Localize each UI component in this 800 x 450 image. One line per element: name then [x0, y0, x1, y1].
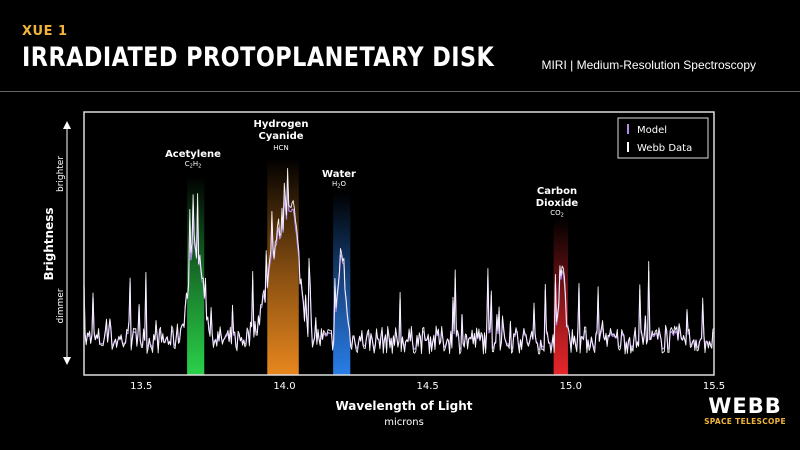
y-low-label: dimmer	[56, 288, 66, 323]
brand-subtitle: SPACE TELESCOPE	[704, 417, 786, 426]
legend-label-webb-data: Webb Data	[637, 143, 692, 154]
label-hcn-line2: Cyanide	[258, 131, 303, 142]
y-high-label: brighter	[56, 156, 66, 192]
x-tick-label: 15.0	[560, 381, 582, 392]
label-water: Water	[322, 169, 356, 180]
y-arrow-up-icon	[63, 121, 71, 129]
object-name: XUE 1	[22, 24, 68, 39]
formula-co2: CO2	[550, 209, 564, 219]
instrument-label: MIRI | Medium-Resolution Spectroscopy	[541, 58, 756, 72]
x-axis-unit: microns	[384, 417, 424, 428]
legend: Model Webb Data	[617, 117, 709, 159]
plot-frame	[83, 111, 715, 376]
x-axis-ticks: 13.5 14.0 14.5 15.0 15.5	[130, 381, 725, 392]
band-carbon-dioxide	[553, 218, 568, 375]
x-tick-label: 13.5	[130, 381, 152, 392]
band-acetylene	[187, 176, 205, 375]
label-acetylene: Acetylene	[165, 149, 221, 160]
band-water	[333, 192, 351, 375]
band-labels: Acetylene C2H2 Hydrogen Cyanide HCN Wate…	[165, 119, 578, 219]
webb-logo: WEBB SPACE TELESCOPE	[700, 395, 790, 426]
formula-hcn: HCN	[273, 144, 288, 152]
band-hydrogen-cyanide	[267, 158, 299, 375]
x-tick-label: 14.0	[273, 381, 295, 392]
legend-label-model: Model	[637, 125, 667, 136]
page-title: IRRADIATED PROTOPLANETARY DISK	[22, 42, 495, 73]
y-axis: brighter dimmer Brightness	[42, 121, 71, 365]
header-divider	[0, 91, 800, 92]
label-co2-line2: Dioxide	[536, 198, 579, 209]
emission-bands	[187, 158, 568, 375]
legend-box	[617, 117, 709, 159]
brand-name: WEBB	[708, 394, 782, 418]
y-axis-label: Brightness	[42, 207, 56, 280]
label-co2-line1: Carbon	[537, 186, 577, 197]
series-group	[83, 168, 715, 355]
y-arrow-down-icon	[63, 357, 71, 365]
label-hcn-line1: Hydrogen	[254, 119, 309, 130]
x-tick-label: 14.5	[417, 381, 439, 392]
formula-acetylene: C2H2	[185, 160, 202, 170]
x-axis-label: Wavelength of Light	[336, 399, 473, 413]
formula-water: H2O	[332, 180, 346, 190]
x-tick-label: 15.5	[703, 381, 725, 392]
series-webb-data-line	[83, 168, 715, 355]
